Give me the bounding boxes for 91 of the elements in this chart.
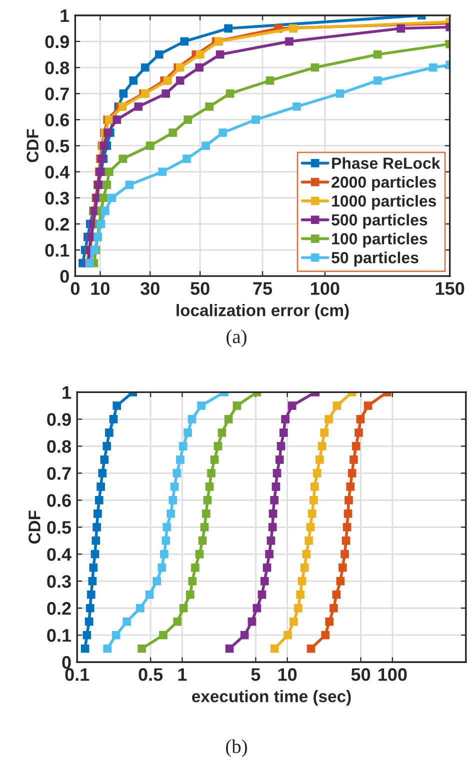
y-axis-title: CDF — [28, 510, 40, 544]
point — [101, 206, 110, 216]
point — [226, 89, 234, 98]
y-tick-label: 0.5 — [47, 521, 72, 534]
point — [134, 102, 143, 111]
point — [108, 194, 116, 202]
text: (b) — [226, 739, 247, 758]
x-tick-label: 1 — [178, 668, 187, 681]
point — [119, 89, 128, 98]
point — [216, 50, 224, 59]
y-tick-label: 0.9 — [47, 413, 71, 426]
point — [118, 154, 128, 163]
point — [140, 63, 150, 72]
y-tick-label: 0.8 — [45, 61, 70, 74]
point — [125, 180, 134, 189]
y-tick-label: 0.4 — [45, 166, 70, 179]
y-tick-label: 0.6 — [45, 114, 69, 126]
x-tick-label: 10 — [91, 282, 110, 295]
legend-label: 500 particles — [332, 214, 428, 229]
x-tick-label: 50 — [351, 668, 370, 681]
point — [182, 154, 192, 163]
point — [205, 102, 214, 111]
y-axis-title: CDF — [26, 129, 38, 162]
point — [252, 115, 260, 124]
y-tick-label: 0.7 — [45, 88, 69, 100]
y-tick-label: 0.8 — [47, 440, 71, 453]
x-tick-label: 30 — [140, 282, 160, 295]
point — [214, 37, 223, 46]
point — [158, 168, 167, 176]
point — [266, 76, 274, 85]
point — [202, 142, 210, 150]
y-tick-label: 0.3 — [47, 575, 71, 588]
point — [218, 128, 227, 137]
y-tick-label: 0.9 — [45, 35, 69, 48]
x-tick-label: 10 — [278, 668, 297, 681]
legend-label: 1000 particles — [332, 194, 436, 210]
point — [224, 24, 232, 33]
y-tick-label: 1 — [62, 386, 72, 399]
point — [112, 115, 122, 124]
point — [396, 24, 406, 33]
point — [310, 63, 320, 72]
y-tick-label: 0.1 — [47, 629, 72, 642]
point — [102, 180, 112, 189]
point — [104, 128, 112, 137]
point — [184, 115, 192, 124]
point — [129, 76, 138, 85]
text: (a) — [226, 330, 246, 348]
x-tick-label: 0.5 — [138, 668, 163, 681]
point — [146, 142, 154, 150]
x-tick-label: 0 — [70, 282, 80, 295]
x-tick-label: 150 — [436, 282, 464, 295]
x-tick-label: 75 — [253, 282, 272, 295]
x-tick-label: 100 — [378, 668, 407, 681]
legend-label: 50 particles — [332, 252, 418, 266]
point — [176, 76, 184, 85]
y-tick-label: 0.5 — [45, 140, 70, 152]
x-axis-title: execution time (sec) — [192, 690, 351, 706]
point — [118, 102, 127, 111]
point — [196, 50, 204, 59]
point — [154, 50, 164, 59]
point — [99, 194, 108, 202]
legend-label: Phase ReLock — [332, 157, 440, 169]
x-axis-title: localization error (cm) — [176, 304, 349, 320]
y-tick-label: 0.3 — [45, 192, 69, 205]
point — [373, 76, 382, 85]
point — [428, 63, 438, 72]
point — [105, 168, 114, 176]
y-tick-label: 0.1 — [45, 244, 70, 257]
y-tick-label: 0.2 — [47, 602, 71, 615]
point — [195, 63, 204, 72]
point — [285, 37, 294, 46]
y-tick-label: 0 — [62, 656, 71, 669]
y-tick-label: 0.6 — [47, 494, 71, 507]
x-tick-label: 50 — [190, 282, 210, 295]
point — [289, 24, 298, 33]
x-tick-label: 100 — [311, 282, 340, 295]
point — [180, 37, 189, 46]
point — [336, 89, 344, 98]
point — [292, 102, 301, 111]
legend-label: 100 particles — [332, 232, 428, 248]
x-tick-label: 5 — [251, 668, 260, 681]
point — [168, 128, 178, 137]
y-tick-label: 0.2 — [45, 218, 69, 231]
y-tick-label: 1 — [60, 10, 70, 22]
point — [163, 76, 172, 85]
y-tick-label: 0 — [60, 270, 69, 283]
point — [373, 50, 382, 59]
point — [162, 89, 170, 98]
y-tick-label: 0.4 — [47, 548, 72, 561]
legend-label: 2000 particles — [332, 176, 436, 191]
y-tick-label: 0.7 — [47, 467, 71, 480]
